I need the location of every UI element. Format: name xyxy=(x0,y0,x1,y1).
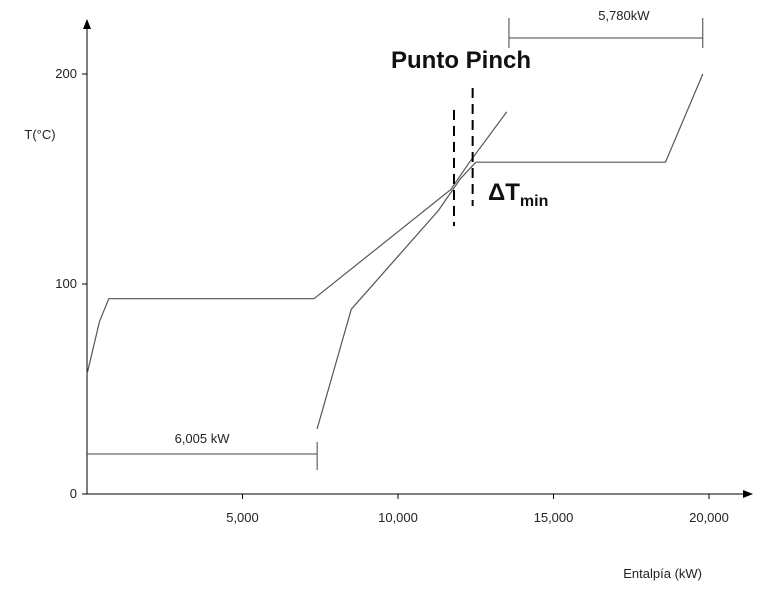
x-tick-label: 5,000 xyxy=(226,510,259,525)
cold-utility-label: 6,005 kW xyxy=(175,431,231,446)
x-tick-label: 10,000 xyxy=(378,510,418,525)
x-tick-label: 20,000 xyxy=(689,510,729,525)
cold-composite-curve xyxy=(316,73,704,430)
delta-t-symbol: ΔT xyxy=(488,179,520,206)
y-tick-label: 100 xyxy=(55,276,77,291)
y-tick-label: 200 xyxy=(55,66,77,81)
x-axis-title: Entalpía (kW) xyxy=(623,566,702,581)
delta-t-subscript: min xyxy=(520,193,548,210)
hot-composite-curve xyxy=(86,111,508,375)
y-tick-label: 0 xyxy=(70,486,77,501)
pinch-point-label: Punto Pinch xyxy=(391,47,531,74)
y-axis-title: T(°C) xyxy=(24,127,55,142)
x-tick-label: 15,000 xyxy=(534,510,574,525)
hot-utility-label: 5,780kW xyxy=(598,8,650,23)
delta-t-min-label: ΔTmin xyxy=(488,179,548,210)
